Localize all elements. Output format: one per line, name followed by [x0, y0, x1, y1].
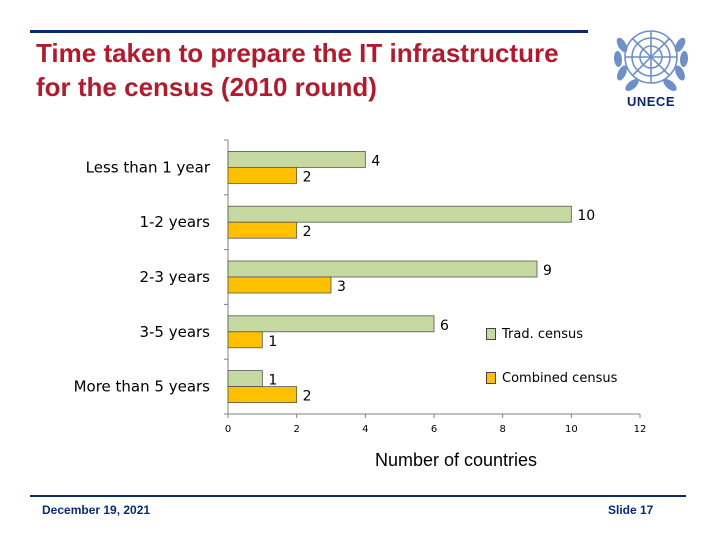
category-label: More than 5 years [74, 378, 211, 396]
data-label: 9 [543, 263, 552, 279]
title-line-2: for the census (2010 round) [36, 72, 377, 102]
legend-label-trad: Trad. census [502, 326, 584, 342]
title-line-1: Time taken to prepare the IT infrastruct… [36, 38, 559, 68]
legend-label-combined: Combined census [502, 370, 618, 386]
x-axis-title: Number of countries [375, 450, 537, 470]
data-label: 1 [268, 334, 277, 350]
data-label: 2 [303, 169, 312, 185]
footer-date: December 19, 2021 [42, 503, 151, 517]
bar-combined [227, 331, 263, 349]
slide-number: Slide 17 [608, 503, 654, 517]
data-label: 3 [337, 279, 346, 295]
data-label: 10 [577, 208, 595, 224]
un-emblem-icon [613, 30, 689, 91]
category-label: 2-3 years [139, 268, 210, 286]
footer-rule [30, 495, 686, 497]
x-tick-label: 12 [634, 424, 647, 435]
bar-trad [227, 150, 366, 168]
category-label: 3-5 years [139, 323, 210, 341]
title-rule [30, 30, 588, 33]
x-tick-label: 4 [362, 424, 368, 435]
x-tick-label: 6 [431, 424, 437, 435]
bar-combined [227, 221, 298, 239]
legend-swatch-combined [486, 372, 496, 384]
chart-legend: Trad. census Combined census [470, 314, 636, 404]
data-label: 1 [268, 373, 277, 389]
legend-item-trad: Trad. census [486, 326, 583, 342]
data-label: 2 [303, 224, 312, 240]
x-tick-label: 0 [225, 424, 231, 435]
bar-trad [227, 260, 538, 278]
category-label: 1-2 years [139, 213, 210, 231]
bar-combined [227, 386, 298, 404]
data-label: 2 [303, 389, 312, 405]
bar-trad [227, 205, 572, 223]
bar-combined [227, 166, 298, 184]
x-tick-label: 10 [565, 424, 578, 435]
x-tick-label: 2 [293, 424, 299, 435]
unece-logo-text: UNECE [626, 94, 675, 109]
legend-item-combined: Combined census [486, 370, 617, 386]
data-label: 4 [371, 153, 380, 169]
bar-combined [227, 276, 332, 294]
slide-title: Time taken to prepare the IT infrastruct… [36, 36, 616, 104]
category-label: Less than 1 year [86, 158, 211, 176]
bar-trad [227, 315, 435, 333]
legend-swatch-trad [486, 328, 496, 340]
x-tick-label: 8 [499, 424, 505, 435]
data-label: 6 [440, 318, 449, 334]
bar-trad [227, 370, 263, 388]
